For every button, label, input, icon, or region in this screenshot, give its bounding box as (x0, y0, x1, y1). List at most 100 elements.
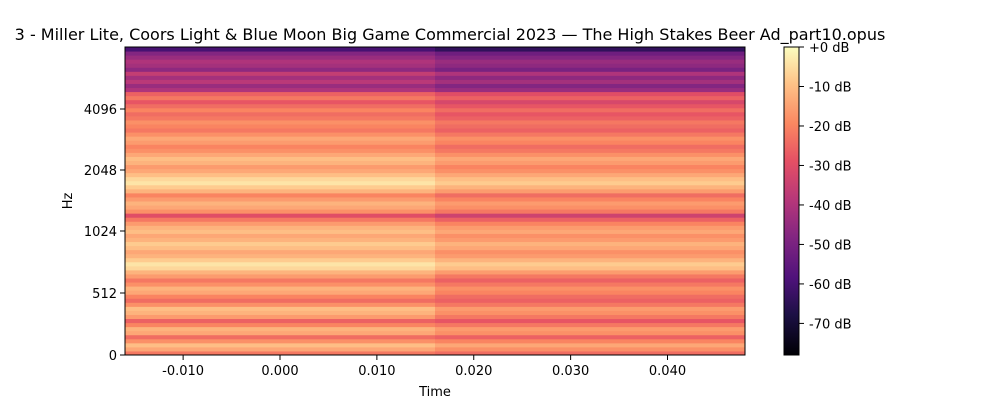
heatmap-cell (125, 334, 435, 340)
heatmap-cell (125, 75, 435, 80)
heatmap-cell (125, 184, 435, 190)
heatmap-cell (125, 205, 435, 210)
heatmap-cell (125, 79, 435, 84)
heatmap-cell (435, 111, 745, 117)
heatmap-cell (435, 286, 745, 291)
heatmap-cell (125, 201, 435, 206)
heatmap-cell (435, 338, 745, 344)
heatmap-cell (125, 273, 435, 279)
heatmap-cell (125, 192, 435, 198)
heatmap-cell (435, 217, 745, 222)
heatmap-cell (125, 318, 435, 324)
heatmap-cell (125, 269, 435, 275)
heatmap-cell (125, 188, 435, 194)
heatmap-cell (125, 71, 435, 76)
heatmap-cell (435, 188, 745, 194)
heatmap-cell (125, 346, 435, 352)
heatmap-cell (125, 261, 435, 267)
heatmap-cell (125, 91, 435, 97)
x-axis-label: Time (418, 385, 451, 400)
heatmap-cell (435, 225, 745, 230)
plot-frame (124, 46, 746, 356)
heatmap-cell (125, 103, 435, 109)
heatmap-cell (435, 213, 745, 218)
heatmap-cell (435, 330, 745, 336)
heatmap-cell (125, 87, 435, 93)
heatmap-cell (435, 136, 745, 141)
heatmap-cell (125, 322, 435, 328)
heatmap-cell (125, 241, 435, 247)
colorbar-tick-label: -60 dB (809, 278, 852, 293)
heatmap-cell (435, 51, 745, 56)
heatmap-cell (435, 253, 745, 259)
heatmap-cell (125, 156, 435, 161)
x-tick-label: 0.020 (455, 364, 492, 379)
heatmap-cell (125, 176, 435, 182)
heatmap-cell (435, 269, 745, 275)
heatmap-cell (125, 172, 435, 178)
heatmap-cell (125, 99, 435, 105)
heatmap-cell (435, 67, 745, 72)
colorbar-tick-label: -40 dB (809, 199, 852, 214)
heatmap-cell (435, 71, 745, 76)
heatmap-cell (125, 290, 435, 295)
heatmap-cell (125, 111, 435, 117)
heatmap-cell (435, 184, 745, 190)
heatmap-cell (125, 294, 435, 299)
heatmap-cell (435, 241, 745, 247)
heatmap-cell (435, 237, 745, 243)
heatmap-cell (435, 156, 745, 161)
heatmap-cell (125, 196, 435, 202)
heatmap-cell (435, 79, 745, 84)
heatmap-cell (435, 172, 745, 178)
heatmap-cell (435, 107, 745, 113)
heatmap-cell (435, 310, 745, 315)
heatmap-cell (435, 306, 745, 311)
heatmap-cell (125, 221, 435, 226)
y-axis: 0 512 1024 2048 4096 (84, 103, 125, 364)
heatmap-cell (435, 294, 745, 299)
heatmap-cell (125, 237, 435, 243)
heatmap-cell (435, 144, 745, 149)
heatmap-cell (435, 47, 745, 52)
heatmap-cell (125, 342, 435, 348)
heatmap-cell (125, 278, 435, 283)
heatmap-cell (125, 107, 435, 113)
x-tick-label: 0.000 (261, 364, 298, 379)
heatmap-cell (435, 75, 745, 80)
heatmap-cell (435, 221, 745, 226)
heatmap-cell (125, 213, 435, 218)
colorbar-tick-label: -30 dB (809, 159, 852, 174)
heatmap-cell (125, 249, 435, 255)
heatmap-cell (435, 140, 745, 145)
heatmap-cell (125, 95, 435, 101)
heatmap-cell (125, 59, 435, 64)
heatmap-cell (125, 282, 435, 287)
colorbar-tick-label: -20 dB (809, 120, 852, 135)
colorbar-tick-label: -70 dB (809, 317, 852, 332)
x-axis: -0.010 0.000 0.010 0.020 0.030 0.040 (162, 355, 686, 379)
heatmap-cell (435, 83, 745, 89)
heatmap-cell (125, 217, 435, 222)
heatmap-cell (435, 302, 745, 307)
heatmap-cell (125, 245, 435, 251)
x-tick-label: -0.010 (162, 364, 204, 379)
heatmap-cell (125, 180, 435, 186)
heatmap-cell (435, 209, 745, 214)
heatmap-cell (435, 273, 745, 279)
heatmap-cell (435, 119, 745, 125)
heatmap-cell (125, 164, 435, 170)
heatmap-cell (435, 115, 745, 121)
heatmap-cell (435, 326, 745, 332)
x-tick-label: 0.030 (552, 364, 589, 379)
heatmap-cell (125, 55, 435, 60)
y-tick-label: 512 (92, 287, 117, 302)
heatmap-cell (125, 314, 435, 320)
heatmap-cell (125, 286, 435, 291)
heatmap-cell (435, 265, 745, 271)
colorbar-axis: +0 dB -10 dB -20 dB -30 dB -40 dB -50 dB -60 d… (799, 41, 852, 332)
heatmap-cell (435, 124, 745, 129)
heatmap-cell (435, 192, 745, 198)
heatmap-cell (435, 318, 745, 324)
heatmap-cell (435, 160, 745, 166)
